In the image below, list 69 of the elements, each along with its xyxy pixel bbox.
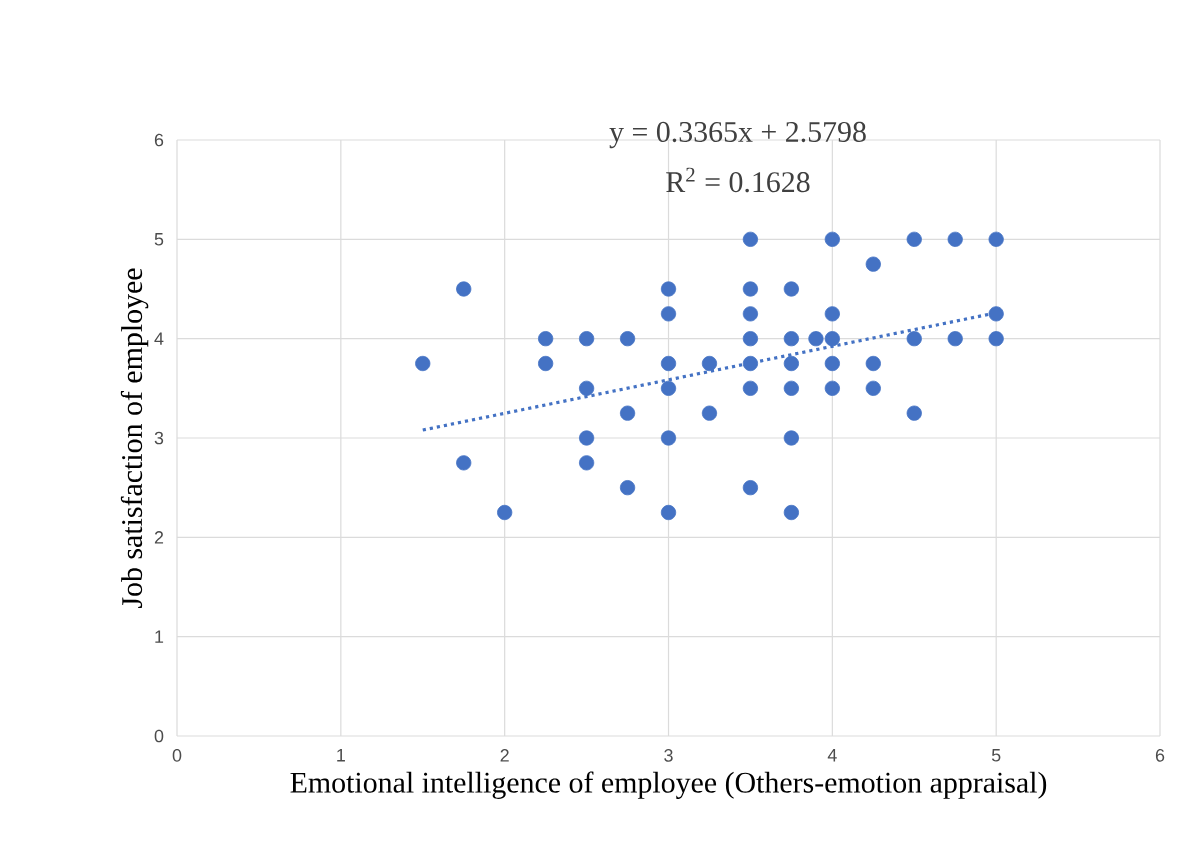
- x-tick-label: 4: [827, 749, 837, 762]
- annotation: y = 0.3365x + 2.5798: [609, 121, 866, 149]
- point: [906, 405, 922, 421]
- point: [456, 455, 472, 471]
- point: [865, 355, 881, 372]
- point: [660, 504, 677, 521]
- point: [783, 504, 799, 521]
- point: [865, 380, 881, 396]
- point: [619, 405, 636, 421]
- point: [619, 480, 636, 496]
- x-tick-label: 2: [500, 749, 509, 762]
- y-tick-label: 2: [154, 531, 164, 544]
- point: [660, 380, 677, 396]
- point: [660, 430, 677, 446]
- x-tick-label: 3: [664, 749, 673, 762]
- x-tick-label: 0: [172, 749, 182, 762]
- y-tick-label: 6: [154, 133, 164, 147]
- point: [456, 281, 472, 297]
- point: [742, 306, 759, 322]
- point: [824, 306, 840, 322]
- point: [619, 331, 636, 347]
- x-tick-label: 5: [991, 749, 1001, 762]
- point: [660, 306, 677, 322]
- point: [906, 231, 922, 247]
- point: [906, 331, 922, 347]
- y-tick-label: 4: [154, 332, 164, 345]
- point: [783, 430, 799, 446]
- point: [947, 331, 963, 347]
- point: [742, 355, 759, 372]
- point: [947, 231, 963, 247]
- point: [415, 355, 431, 372]
- point: [742, 380, 759, 396]
- point: [824, 380, 840, 396]
- point: [538, 331, 554, 347]
- point: [578, 380, 595, 396]
- annotation: R$^{2}$ = 0.1628: [666, 167, 810, 193]
- point: [808, 331, 824, 347]
- point: [824, 355, 840, 372]
- y-tick-label: 1: [155, 630, 164, 643]
- point: [783, 281, 799, 297]
- point: [497, 504, 513, 521]
- point: [865, 256, 881, 272]
- point: [660, 355, 677, 372]
- point: [660, 281, 677, 297]
- point: [742, 231, 759, 247]
- point: [742, 281, 759, 297]
- y-tick-label: 3: [154, 431, 164, 445]
- x-tick-label: 6: [1155, 749, 1165, 762]
- point: [538, 355, 554, 372]
- point: [783, 355, 799, 372]
- x-tick-label: 1: [337, 749, 345, 762]
- point: [701, 405, 718, 421]
- point: [742, 331, 759, 347]
- point: [824, 231, 840, 247]
- point: [578, 430, 595, 446]
- y-axis-title: Job satisfaction of employee: [120, 268, 149, 608]
- point: [783, 331, 799, 347]
- point: [824, 331, 840, 347]
- x-axis-title: Emotional intelligence of employee (Others-emotion appraisal): [290, 771, 1047, 799]
- point: [578, 455, 595, 471]
- point: [701, 355, 718, 372]
- point: [988, 331, 1004, 347]
- point: [742, 480, 759, 496]
- point: [783, 380, 799, 396]
- point: [988, 231, 1004, 247]
- point: [988, 306, 1004, 322]
- point: [578, 331, 595, 347]
- y-tick-label: 5: [154, 233, 164, 246]
- y-tick-label: 0: [154, 729, 164, 743]
